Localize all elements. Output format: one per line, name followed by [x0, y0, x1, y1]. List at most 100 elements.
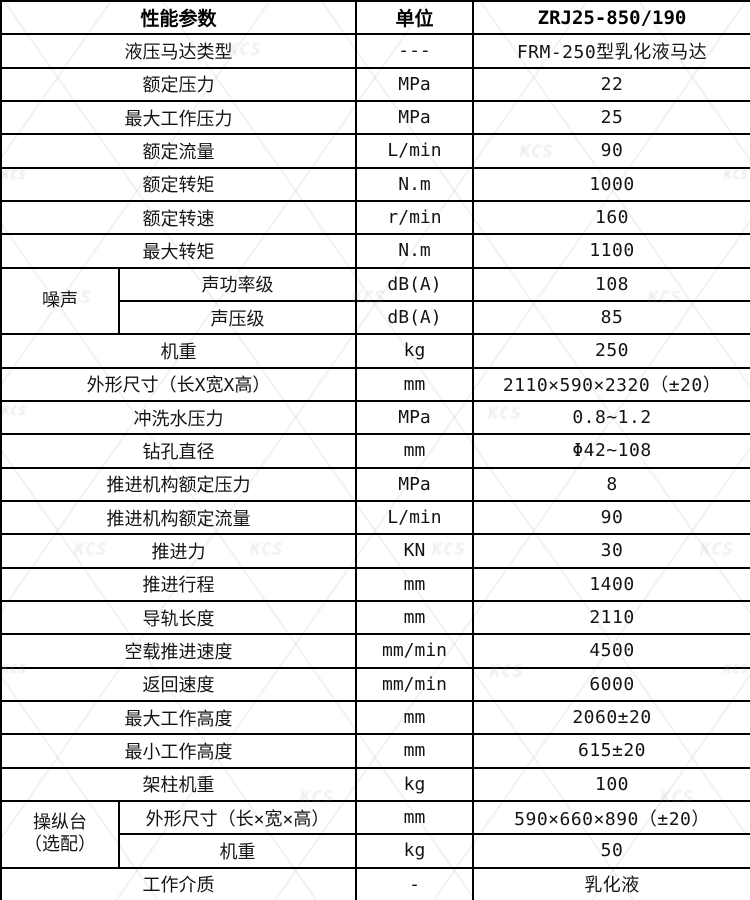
- value-cell: 4500: [472, 633, 750, 669]
- table-row: 额定转速 r/min 160: [0, 199, 750, 236]
- value-cell: 90: [472, 133, 750, 169]
- value-cell: 8: [472, 466, 750, 502]
- unit-cell: mm/min: [355, 666, 475, 702]
- value-cell: FRM-250型乳化液马达: [472, 33, 750, 69]
- value-cell: 2110×590×2320（±20）: [472, 366, 750, 402]
- param-cell: 机重: [117, 833, 358, 869]
- param-cell: 最小工作高度: [0, 733, 358, 769]
- unit-cell: kg: [355, 833, 475, 869]
- unit-cell: dB(A): [355, 266, 475, 302]
- param-cell: 额定转速: [0, 199, 358, 236]
- unit-cell: kg: [355, 766, 475, 802]
- value-cell: 22: [472, 66, 750, 102]
- unit-cell: N.m: [355, 166, 475, 202]
- value-cell: 1400: [472, 566, 750, 602]
- unit-cell: mm: [355, 699, 475, 736]
- table-row: 机重 kg 50: [1, 833, 750, 869]
- value-cell: 100: [472, 766, 750, 802]
- param-cell: 最大工作高度: [0, 699, 358, 736]
- param-cell: 额定流量: [0, 133, 358, 169]
- param-cell: 导轨长度: [0, 599, 358, 636]
- header-row: 性能参数 单位 ZRJ25-850/190: [0, 0, 750, 36]
- param-cell: 额定转矩: [0, 166, 358, 202]
- param-cell: 推进机构额定流量: [0, 499, 358, 536]
- table-row: 推进行程 mm 1400: [0, 566, 750, 602]
- value-cell: Φ42~108: [472, 433, 750, 469]
- table-row: 返回速度 mm/min 6000: [0, 666, 750, 702]
- unit-cell: dB(A): [355, 299, 475, 336]
- unit-cell: ---: [355, 33, 475, 69]
- value-cell: 25: [472, 99, 750, 136]
- value-cell: 2110: [472, 599, 750, 636]
- unit-cell: KN: [355, 533, 475, 569]
- table-row: 最小工作高度 mm 615±20: [0, 733, 750, 769]
- unit-cell: mm: [355, 799, 475, 836]
- value-cell: 2060±20: [472, 699, 750, 736]
- unit-cell: r/min: [355, 199, 475, 236]
- param-cell: 空载推进速度: [0, 633, 358, 669]
- param-cell: 声功率级: [117, 266, 358, 302]
- value-cell: 250: [472, 333, 750, 369]
- param-cell: 最大转矩: [0, 233, 358, 269]
- value-cell: 160: [472, 199, 750, 236]
- unit-cell: mm: [355, 366, 475, 402]
- param-cell: 冲洗水压力: [0, 399, 358, 436]
- table-row: 液压马达类型 --- FRM-250型乳化液马达: [0, 33, 750, 69]
- header-unit: 单位: [355, 0, 475, 36]
- table-row: 架柱机重 kg 100: [0, 766, 750, 802]
- param-cell: 返回速度: [0, 666, 358, 702]
- param-cell: 外形尺寸（长X宽X高）: [0, 366, 358, 402]
- value-cell: 0.8~1.2: [472, 399, 750, 436]
- param-cell: 钻孔直径: [0, 433, 358, 469]
- param-cell: 推进行程: [0, 566, 358, 602]
- unit-cell: -: [355, 866, 475, 900]
- value-cell: 108: [472, 266, 750, 302]
- value-cell: 1000: [472, 166, 750, 202]
- value-cell: 1100: [472, 233, 750, 269]
- param-cell: 液压马达类型: [0, 33, 358, 69]
- header-param: 性能参数: [0, 0, 358, 36]
- value-cell: 30: [472, 533, 750, 569]
- unit-cell: mm: [355, 566, 475, 602]
- unit-cell: MPa: [355, 466, 475, 502]
- value-cell: 615±20: [472, 733, 750, 769]
- unit-cell: mm: [355, 599, 475, 636]
- param-cell: 推进机构额定压力: [0, 466, 358, 502]
- table-row: 最大工作压力 MPa 25: [0, 99, 750, 136]
- unit-cell: MPa: [355, 399, 475, 436]
- table-row: 空载推进速度 mm/min 4500: [0, 633, 750, 669]
- table-row: 推进机构额定流量 L/min 90: [0, 499, 750, 536]
- param-cell: 架柱机重: [0, 766, 358, 802]
- table-row: 冲洗水压力 MPa 0.8~1.2: [0, 399, 750, 436]
- param-cell: 额定压力: [0, 66, 358, 102]
- param-cell: 外形尺寸（长×宽×高）: [117, 799, 358, 836]
- value-cell: 6000: [472, 666, 750, 702]
- table-row: 最大工作高度 mm 2060±20: [0, 699, 750, 736]
- table-row: 机重 kg 250: [0, 333, 750, 369]
- group-cell-noise: 噪声: [0, 266, 120, 336]
- group-cell-console: 操纵台 （选配）: [0, 799, 120, 869]
- table-row: 导轨长度 mm 2110: [0, 599, 750, 636]
- unit-cell: mm/min: [355, 633, 475, 669]
- value-cell: 90: [472, 499, 750, 536]
- unit-cell: MPa: [355, 99, 475, 136]
- param-cell: 工作介质: [0, 866, 358, 900]
- table-row: 额定压力 MPa 22: [0, 66, 750, 102]
- table-row: 工作介质 - 乳化液: [0, 866, 750, 900]
- unit-cell: L/min: [355, 499, 475, 536]
- param-cell: 最大工作压力: [0, 99, 358, 136]
- value-cell: 590×660×890（±20）: [472, 799, 750, 836]
- unit-cell: mm: [355, 433, 475, 469]
- param-cell: 声压级: [117, 299, 358, 336]
- unit-cell: MPa: [355, 66, 475, 102]
- table-row: 额定转矩 N.m 1000: [0, 166, 750, 202]
- table-row: 操纵台 （选配） 外形尺寸（长×宽×高） mm 590×660×890（±20）: [0, 799, 750, 869]
- table-row: 推进机构额定压力 MPa 8: [0, 466, 750, 502]
- unit-cell: N.m: [355, 233, 475, 269]
- table-row: 推进力 KN 30: [0, 533, 750, 569]
- unit-cell: L/min: [355, 133, 475, 169]
- header-model: ZRJ25-850/190: [472, 0, 750, 36]
- table-row: 噪声 声功率级 dB(A) 108: [0, 266, 750, 336]
